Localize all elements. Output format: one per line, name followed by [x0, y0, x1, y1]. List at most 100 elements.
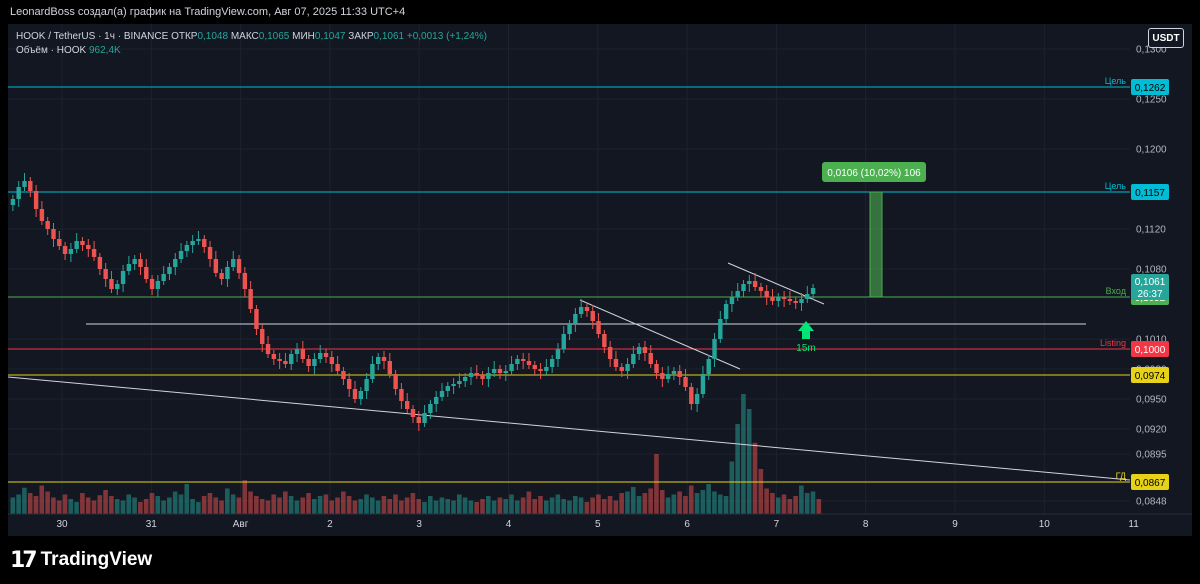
volume-bar [404, 497, 410, 514]
candle-body [51, 229, 56, 239]
volume-bar [207, 493, 213, 514]
candle-body [416, 417, 422, 423]
volume-bar [39, 485, 45, 514]
volume-bar [410, 493, 416, 514]
candle-body [480, 375, 485, 379]
candle-body [219, 273, 224, 279]
candle-body [509, 364, 514, 371]
volume-bar [706, 484, 711, 514]
candle-body [787, 299, 793, 301]
candle-body [486, 373, 491, 379]
volume-bar [306, 493, 311, 514]
candle-body [781, 297, 787, 299]
volume-bar [497, 497, 503, 514]
volume-bar [190, 499, 195, 514]
volume-bar [462, 497, 468, 514]
volume-bar [393, 494, 398, 514]
candle-body [683, 377, 688, 387]
volume-bar [723, 496, 729, 514]
currency-button[interactable]: USDT [1148, 28, 1184, 48]
volume-bar [184, 484, 190, 514]
candle-body [532, 365, 537, 369]
legend-volume-row: Объём · HOOK 962,4K [16, 44, 487, 58]
volume-bar [375, 500, 381, 514]
volume-bar [474, 502, 479, 514]
volume-bar [717, 494, 723, 514]
volume-bar [764, 488, 769, 514]
volume-bar [399, 500, 404, 514]
candle-body [358, 391, 364, 399]
chart-legend: HOOK / TetherUS · 1ч · BINANCE ОТКР0,104… [16, 30, 487, 58]
candle-body [758, 287, 764, 291]
volume-bar [630, 487, 636, 514]
volume-bar [567, 500, 572, 514]
volume-bar [138, 502, 143, 514]
volume-bar [317, 496, 323, 514]
candle-body [260, 329, 265, 344]
candle-body [729, 297, 735, 304]
volume-bar [683, 496, 688, 514]
volume-bar [288, 496, 294, 514]
volume-bar [358, 499, 364, 514]
candle-body [335, 364, 340, 371]
candle-body [555, 349, 561, 359]
candle-body [428, 404, 433, 413]
volume-bar [62, 494, 68, 514]
legend-change: +0,0013 (+1,24%) [406, 31, 487, 42]
volume-bar [103, 490, 108, 514]
candle-body [364, 379, 369, 391]
candle-body [184, 245, 190, 251]
candle-body [445, 386, 450, 391]
chart-attribution: LeonardBoss создал(а) график на TradingV… [10, 6, 406, 18]
legend-high-label: МАКС [230, 31, 259, 42]
candle-body [526, 361, 532, 365]
legend-ohlc-row: HOOK / TetherUS · 1ч · BINANCE ОТКР0,104… [16, 30, 487, 44]
volume-bar [381, 496, 387, 514]
candle-body [404, 401, 410, 409]
candle-body [805, 294, 810, 299]
candle-body [503, 371, 508, 373]
volume-bar [143, 499, 149, 514]
price-axis: 0,1300 0,1250 0,1200 0,1120 0,1080 0,1010 0,09… [1130, 24, 1192, 514]
candle-body [561, 334, 566, 349]
candlestick-chart[interactable]: Цель Цель Вход Listing ГД 0,0106 (10,02%) 10… [8, 24, 1192, 536]
volume-bar [439, 497, 445, 514]
volume-bar [323, 494, 329, 514]
candle-body [196, 239, 201, 241]
y-tick-label: 0,0950 [1136, 395, 1167, 406]
candle-body [387, 361, 393, 374]
candle-body [752, 281, 758, 287]
candle-body [648, 353, 653, 364]
candle-body [764, 291, 769, 297]
candle-body [231, 259, 236, 267]
candle-body [573, 314, 578, 324]
volume-bar [387, 499, 393, 514]
candle-body [289, 354, 294, 364]
candle-body [213, 259, 219, 273]
candle-body [109, 279, 114, 289]
candle-body [28, 181, 33, 191]
volume-bar [27, 493, 33, 514]
volume-bar [543, 500, 549, 514]
current-price-label: 0,1061 [1135, 277, 1166, 288]
candle-body [22, 181, 27, 187]
volume-bar [172, 491, 178, 514]
volume-bar [16, 494, 21, 514]
candle-body [167, 267, 172, 274]
y-tick-label: 0,0895 [1136, 450, 1167, 461]
footer: 17 TradingView [0, 536, 1200, 584]
candle-body [689, 387, 694, 404]
volume-bar [114, 499, 120, 514]
x-tick-label: 8 [863, 519, 869, 530]
x-tick-label: 5 [595, 519, 601, 530]
chart-panel[interactable]: HOOK / TetherUS · 1ч · BINANCE ОТКР0,104… [8, 24, 1192, 536]
candle-body [370, 364, 375, 379]
volume-bar [793, 496, 798, 514]
candle-body [97, 257, 103, 269]
candle-body [439, 391, 445, 397]
measure-box [869, 191, 883, 298]
volume-bar [700, 490, 706, 514]
candle-body [376, 357, 381, 364]
volume-bar [149, 493, 155, 514]
candle-body [173, 259, 178, 267]
